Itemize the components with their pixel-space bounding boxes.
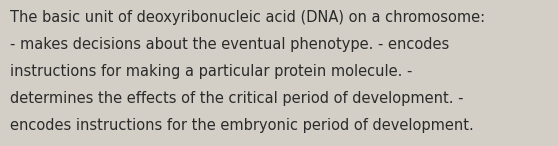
Text: - makes decisions about the eventual phenotype. - encodes: - makes decisions about the eventual phe… (10, 37, 449, 52)
Text: instructions for making a particular protein molecule. -: instructions for making a particular pro… (10, 64, 412, 79)
Text: encodes instructions for the embryonic period of development.: encodes instructions for the embryonic p… (10, 118, 474, 133)
Text: determines the effects of the critical period of development. -: determines the effects of the critical p… (10, 91, 464, 106)
Text: The basic unit of deoxyribonucleic acid (DNA) on a chromosome:: The basic unit of deoxyribonucleic acid … (10, 10, 485, 25)
